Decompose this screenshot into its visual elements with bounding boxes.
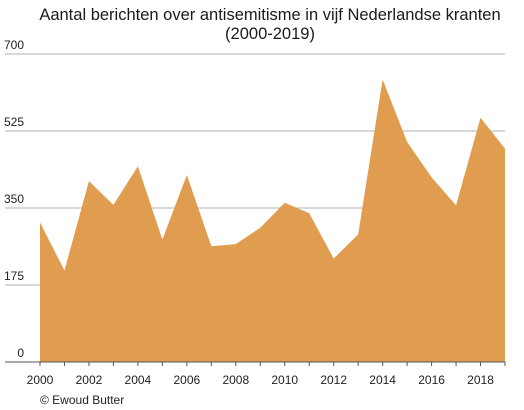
x-tick-label: 2006	[173, 373, 200, 387]
y-axis-tick-labels: 0 175 350 525 700	[4, 38, 24, 360]
y-tick-label: 175	[4, 269, 24, 283]
x-tick-label: 2012	[320, 373, 347, 387]
y-tick-label: 350	[4, 192, 24, 206]
x-tick-label: 2014	[369, 373, 396, 387]
y-tick-label: 700	[4, 38, 24, 52]
credit-text: © Ewoud Butter	[40, 393, 125, 407]
x-tick-label: 2004	[125, 373, 152, 387]
x-tick-label: 2018	[467, 373, 494, 387]
x-tick-label: 2000	[27, 373, 54, 387]
x-tick-label: 2016	[418, 373, 445, 387]
x-tick-label: 2008	[222, 373, 249, 387]
chart-title-line1: Aantal berichten over antisemitisme in v…	[39, 6, 501, 24]
y-tick-label: 0	[17, 346, 24, 360]
area-series	[40, 79, 505, 363]
y-tick-label: 525	[4, 115, 24, 129]
x-tick-label: 2010	[271, 373, 298, 387]
x-tick-label: 2002	[76, 373, 103, 387]
chart-title-line2: (2000-2019)	[225, 25, 315, 43]
x-axis	[5, 361, 506, 366]
chart-title: Aantal berichten over antisemitisme in v…	[0, 6, 524, 44]
x-axis-tick-labels: 2000 2002 2004 2006 2008 2010 2012 2014 2016 2018	[27, 373, 495, 387]
